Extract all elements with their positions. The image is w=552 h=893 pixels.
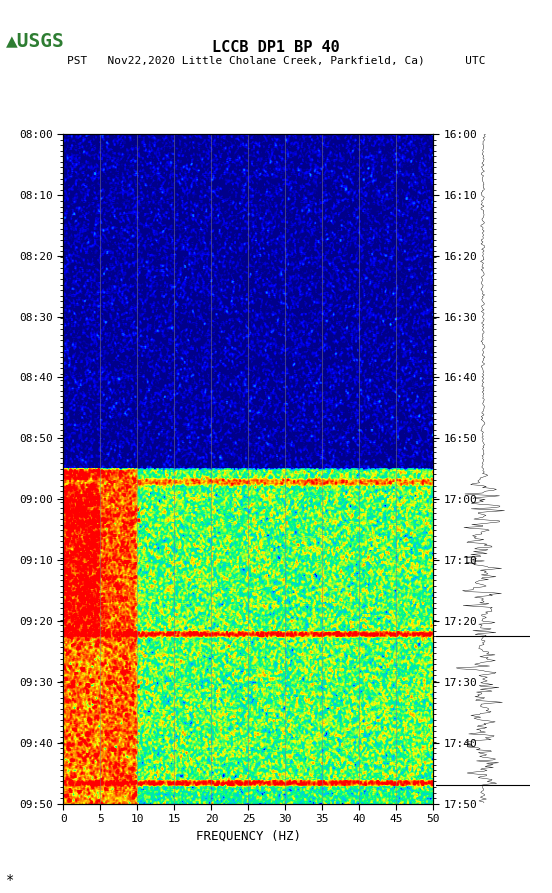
X-axis label: FREQUENCY (HZ): FREQUENCY (HZ): [196, 830, 301, 843]
Text: PST   Nov22,2020 Little Cholane Creek, Parkfield, Ca)      UTC: PST Nov22,2020 Little Cholane Creek, Par…: [67, 55, 485, 65]
Text: *: *: [6, 873, 14, 887]
Text: ▲USGS: ▲USGS: [6, 31, 64, 50]
Text: LCCB DP1 BP 40: LCCB DP1 BP 40: [212, 40, 340, 55]
